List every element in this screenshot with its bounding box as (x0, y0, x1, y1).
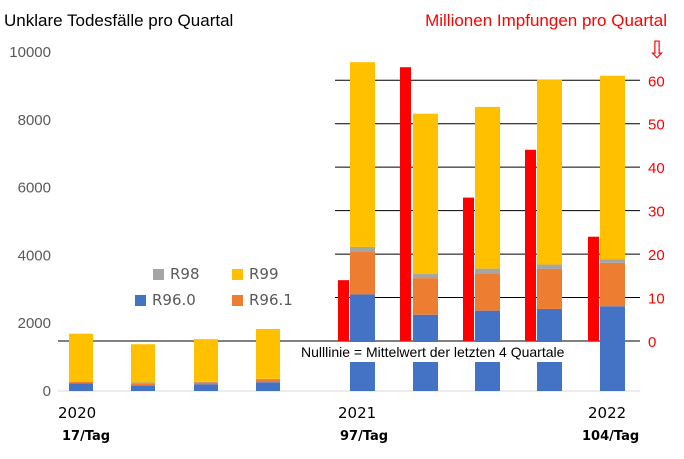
bar-segment-r96-1 (413, 278, 438, 315)
right-tick-label: 10 (648, 291, 665, 308)
bar-segment-r96-1 (131, 383, 155, 386)
bar-segment-r98 (69, 381, 93, 382)
x-rate-label: 104/Tag (582, 429, 639, 444)
left-tick-label: 0 (43, 383, 51, 400)
bar-segment-r96-0 (131, 385, 155, 391)
left-tick-label: 4000 (18, 247, 51, 264)
x-year-label: 2020 (58, 404, 96, 422)
nullline-note: Nulllinie = Mittelwert der letzten 4 Qua… (298, 342, 591, 362)
x-rate-label: 17/Tag (62, 429, 110, 444)
down-arrow-icon: ⇩ (647, 37, 667, 64)
bar-segment-r98 (600, 259, 625, 263)
right-tick-label: 30 (648, 204, 665, 221)
vaccination-bar (463, 197, 474, 342)
bars (69, 62, 625, 391)
bar-segment-r96-1 (194, 382, 218, 385)
legend: R98 R99 R96.0 R96.1 (135, 265, 293, 309)
right-axis-ticks: 0 10 20 30 40 50 60 (648, 73, 665, 351)
left-tick-label: 2000 (18, 315, 51, 332)
legend-swatch (153, 269, 164, 280)
bar-segment-r99 (475, 106, 500, 269)
vaccination-bar (400, 67, 411, 342)
bar-segment-r98 (350, 246, 375, 253)
bar-segment-r99 (256, 328, 280, 379)
bar-segment-r99 (194, 339, 218, 382)
legend-label: R99 (249, 265, 279, 283)
vaccination-bars (338, 67, 599, 342)
legend-swatch (135, 295, 146, 306)
legend-label: R96.1 (249, 291, 293, 309)
vaccination-bar (588, 236, 599, 342)
vaccination-bar (338, 280, 349, 342)
legend-swatch (232, 269, 243, 280)
bar-segment-r96-0 (194, 384, 218, 391)
right-tick-label: 40 (648, 160, 665, 177)
left-tick-label: 6000 (18, 180, 51, 197)
x-rate-label: 97/Tag (340, 429, 388, 444)
bar-segment-r99 (600, 75, 625, 260)
bar-segment-r99 (413, 113, 438, 275)
nullline-note-text: Nulllinie = Mittelwert der letzten 4 Qua… (301, 344, 565, 360)
bar-segment-r98 (537, 264, 562, 269)
legend-label: R96.0 (152, 291, 196, 309)
right-tick-label: 60 (648, 73, 665, 90)
bar-segment-r96-1 (350, 252, 375, 295)
right-tick-label: 20 (648, 247, 665, 264)
bar-segment-r96-0 (69, 383, 93, 391)
bar-segment-r99 (69, 333, 93, 382)
right-tick-label: 50 (648, 117, 665, 134)
x-axis-labels: 2020 17/Tag 2021 97/Tag 2022 104/Tag (58, 404, 639, 444)
bar-segment-r99 (537, 79, 562, 265)
vaccination-bar (525, 149, 536, 342)
bar-segment-r96-0 (600, 306, 625, 391)
bar-segment-r98 (475, 268, 500, 274)
x-year-label: 2021 (338, 404, 376, 422)
left-tick-label: 10000 (9, 44, 51, 61)
x-year-label: 2022 (588, 404, 626, 422)
bar-segment-r99 (350, 62, 375, 247)
bar-segment-r96-1 (537, 268, 562, 309)
chart-title-left: Unklare Todesfälle pro Quartal (4, 11, 233, 30)
bar-segment-r98 (131, 382, 155, 384)
left-tick-label: 8000 (18, 112, 51, 129)
bar-segment-r96-1 (600, 262, 625, 307)
chart-title-right: Millionen Impfungen pro Quartal (425, 11, 667, 30)
right-tick-label: 0 (648, 334, 656, 351)
bar-segment-r98 (413, 274, 438, 279)
bar-segment-r98 (256, 378, 280, 380)
bar-segment-r96-0 (256, 382, 280, 391)
legend-label: R98 (170, 265, 200, 283)
bar-segment-r98 (194, 381, 218, 383)
left-axis-ticks: 0 2000 4000 6000 8000 10000 (9, 44, 51, 400)
bar-segment-r96-1 (475, 273, 500, 311)
bar-segment-r96-1 (256, 379, 280, 383)
bar-segment-r96-1 (69, 381, 93, 384)
legend-swatch (232, 295, 243, 306)
bar-segment-r99 (131, 344, 155, 383)
